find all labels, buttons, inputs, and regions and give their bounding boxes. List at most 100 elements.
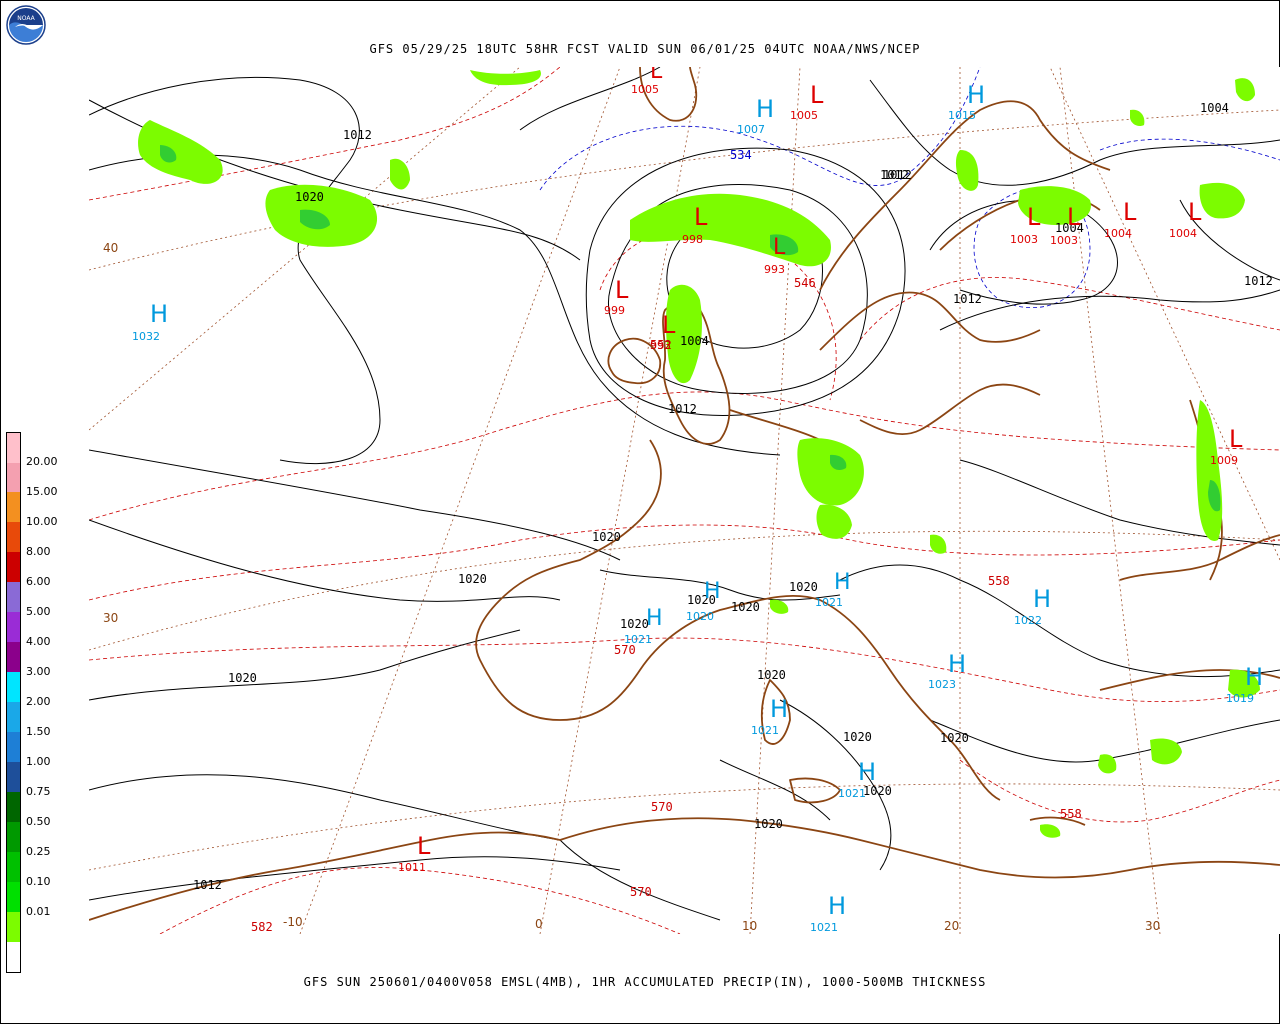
legend-swatch (6, 912, 21, 942)
weather-map: 40 30 -10 0 10 20 30 1012 1020 1012 1012… (89, 67, 1280, 934)
svg-text:1020: 1020 (863, 784, 892, 798)
svg-text:1020: 1020 (843, 730, 872, 744)
svg-text:1021: 1021 (751, 724, 779, 737)
legend-label: 0.01 (26, 905, 51, 918)
svg-text:1020: 1020 (757, 668, 786, 682)
svg-text:L: L (1229, 425, 1243, 453)
svg-text:1005: 1005 (631, 83, 659, 96)
svg-text:1020: 1020 (731, 600, 760, 614)
svg-text:0: 0 (535, 917, 543, 931)
legend-swatch (6, 762, 21, 792)
chart-title: GFS 05/29/25 18UTC 58HR FCST VALID SUN 0… (369, 42, 921, 56)
svg-text:570: 570 (614, 643, 636, 657)
lat-lon-grid (89, 67, 1280, 934)
legend-label: 2.00 (26, 695, 51, 708)
svg-text:1012: 1012 (953, 292, 982, 306)
svg-text:L: L (662, 311, 676, 339)
legend-swatch (6, 852, 21, 882)
legend-label: 4.00 (26, 635, 51, 648)
legend-label: 20.00 (26, 455, 58, 468)
svg-text:1012: 1012 (668, 402, 697, 416)
svg-text:993: 993 (764, 263, 785, 276)
svg-text:1012: 1012 (343, 128, 372, 142)
coastlines (89, 67, 1280, 921)
legend-label: 0.10 (26, 875, 51, 888)
legend-label: 0.25 (26, 845, 51, 858)
graticule-labels: 40 30 -10 0 10 20 30 (103, 241, 1160, 933)
svg-text:1021: 1021 (810, 921, 838, 934)
precip-legend: 0.01 0.10 0.25 0.50 0.75 1.00 1.50 2.00 3.00 4.00… (6, 432, 66, 973)
low-finland-2-marker: L 1003 (1050, 203, 1081, 247)
svg-text:998: 998 (682, 233, 703, 246)
svg-text:1004: 1004 (1169, 227, 1197, 240)
svg-text:1020: 1020 (458, 572, 487, 586)
legend-swatch (6, 732, 21, 762)
svg-text:1020: 1020 (620, 617, 649, 631)
thickness-contours-blue (539, 67, 1280, 308)
legend-swatch (6, 522, 21, 552)
svg-text:570: 570 (630, 885, 652, 899)
svg-text:-10: -10 (283, 915, 303, 929)
svg-text:L: L (615, 276, 629, 304)
legend-label: 1.00 (26, 755, 51, 768)
isobar-labels: 1012 1020 1012 1012 1004 1012 1004 1012 … (193, 101, 1273, 892)
legend-swatch (6, 462, 21, 492)
thickness-contours (89, 67, 1280, 934)
high-france-marker: H 1021 (624, 606, 663, 646)
svg-text:1020: 1020 (940, 731, 969, 745)
legend-label: 0.50 (26, 815, 51, 828)
svg-text:1004: 1004 (1104, 227, 1132, 240)
svg-text:1022: 1022 (1014, 614, 1042, 627)
low-north-sea-marker: L 998 (682, 203, 708, 246)
legend-swatch (6, 642, 21, 672)
chart-caption: GFS SUN 250601/0400V058 EMSL(4MB), 1HR A… (303, 975, 987, 989)
svg-text:1020: 1020 (686, 610, 714, 623)
svg-text:NOAA: NOAA (17, 15, 35, 22)
svg-text:1012: 1012 (1244, 274, 1273, 288)
svg-text:L: L (650, 67, 663, 84)
svg-text:1005: 1005 (790, 109, 818, 122)
svg-text:1007: 1007 (737, 123, 765, 136)
legend-swatch (6, 672, 21, 702)
svg-text:582: 582 (251, 920, 273, 934)
svg-text:1003: 1003 (1050, 234, 1078, 247)
svg-text:L: L (694, 203, 708, 231)
legend-label: 10.00 (26, 515, 58, 528)
legend-swatch (6, 882, 21, 912)
svg-text:570: 570 (651, 800, 673, 814)
precipitation-heavy (160, 145, 1221, 512)
legend-swatch (6, 792, 21, 822)
legend-label: 8.00 (26, 545, 51, 558)
legend-label: 6.00 (26, 575, 51, 588)
svg-text:L: L (1123, 198, 1137, 226)
svg-text:1004: 1004 (1200, 101, 1229, 115)
svg-text:1015: 1015 (948, 109, 976, 122)
svg-text:L: L (417, 832, 431, 860)
svg-text:1019: 1019 (1226, 692, 1254, 705)
legend-swatch (6, 612, 21, 642)
low-norway-marker: L 993 (764, 235, 786, 276)
legend-label: 3.00 (26, 665, 51, 678)
svg-text:1020: 1020 (228, 671, 257, 685)
svg-text:1020: 1020 (592, 530, 621, 544)
svg-text:H: H (646, 606, 663, 631)
legend-label: 15.00 (26, 485, 58, 498)
svg-text:1011: 1011 (398, 861, 426, 874)
svg-text:1020: 1020 (754, 817, 783, 831)
svg-text:552: 552 (650, 338, 672, 352)
svg-text:30: 30 (1145, 919, 1160, 933)
svg-text:558: 558 (988, 574, 1010, 588)
legend-swatch (6, 432, 21, 463)
svg-text:1012: 1012 (883, 168, 912, 182)
